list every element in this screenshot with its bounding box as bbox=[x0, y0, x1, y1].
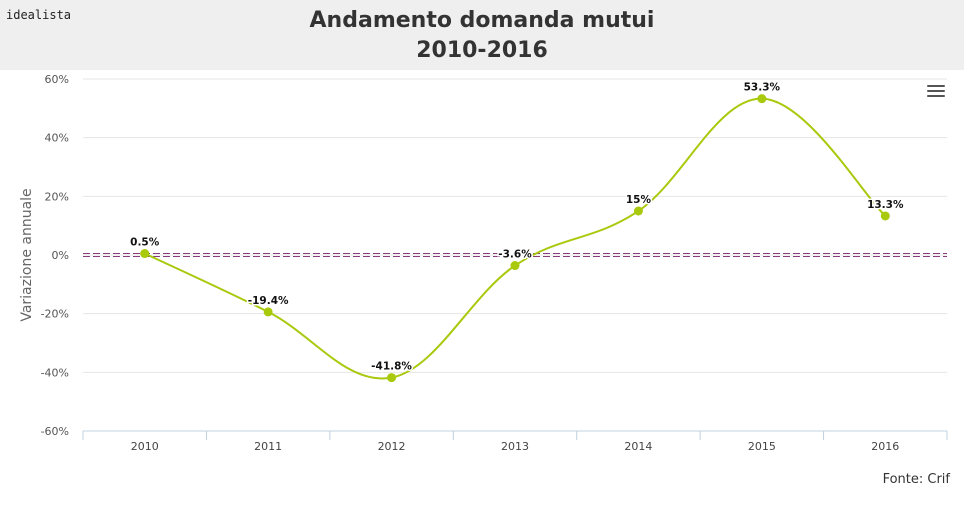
hamburger-menu-icon[interactable] bbox=[927, 85, 945, 99]
x-tick-label: 2012 bbox=[378, 440, 406, 453]
x-tick-label: 2014 bbox=[624, 440, 652, 453]
source-note: Fonte: Crif bbox=[882, 472, 950, 487]
chart-title-line1: Andamento domanda mutui bbox=[309, 8, 655, 33]
data-point bbox=[387, 373, 397, 383]
zero-reference-line bbox=[83, 253, 947, 257]
series-line bbox=[144, 97, 886, 380]
chart-header: idealista Andamento domanda mutui 2010-2… bbox=[0, 0, 964, 70]
y-tick-label: -20% bbox=[41, 308, 69, 321]
x-tick-label: 2015 bbox=[748, 440, 776, 453]
brand-logo: idealista bbox=[6, 8, 72, 22]
data-point bbox=[880, 211, 890, 221]
x-tick-label: 2016 bbox=[871, 440, 899, 453]
y-tick-label: 40% bbox=[45, 132, 69, 145]
y-axis-title: Variazione annuale bbox=[19, 188, 35, 321]
y-tick-label: 20% bbox=[45, 190, 69, 203]
y-tick-label: 60% bbox=[45, 73, 69, 86]
x-tick-label: 2013 bbox=[501, 440, 529, 453]
data-label: 15% bbox=[626, 194, 652, 206]
series bbox=[140, 94, 890, 383]
data-label: 53.3% bbox=[744, 82, 781, 94]
data-label: -19.4% bbox=[248, 295, 289, 307]
data-label: 0.5% bbox=[130, 237, 160, 249]
data-point bbox=[263, 307, 273, 317]
data-point bbox=[510, 261, 520, 271]
y-tick-label: -60% bbox=[41, 425, 69, 438]
data-labels: 0.5% -19.4% -41.8% -3.6% 15% 53.3% 13.3% bbox=[129, 80, 906, 374]
x-tick-label: 2010 bbox=[131, 440, 159, 453]
x-tick-label: 2011 bbox=[254, 440, 282, 453]
data-point bbox=[633, 206, 643, 216]
chart-title-line2: 2010-2016 bbox=[416, 38, 548, 63]
data-label: 13.3% bbox=[867, 199, 904, 211]
data-label: -41.8% bbox=[371, 361, 412, 373]
data-point bbox=[757, 94, 767, 104]
data-label: -3.6% bbox=[498, 249, 532, 261]
axes: 60% 40% 20% 0% -20% -40% -60% 2010 2011 2012 2013 2… bbox=[19, 73, 948, 453]
data-point bbox=[140, 249, 150, 259]
y-tick-label: -40% bbox=[41, 366, 69, 379]
y-tick-label: 0% bbox=[52, 249, 69, 262]
